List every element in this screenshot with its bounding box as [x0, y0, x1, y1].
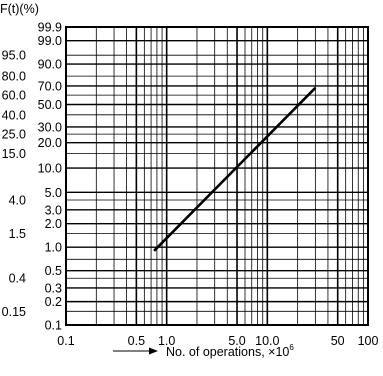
y-tick-label: 0.1: [45, 319, 62, 333]
x-tick-label: 10.0: [255, 334, 279, 348]
y-tick-label: 50.0: [38, 98, 62, 112]
y-tick-label-alt: 60.0: [2, 89, 26, 103]
tick-labels: 0.1 0.5 1.0 5.0 10.0 50 100 99.999.0 90.0 70.0 50.…: [2, 21, 379, 349]
y-tick-label: 2.0: [45, 217, 62, 231]
y-tick-label-alt: 80.0: [2, 70, 26, 84]
x-axis-label-exponent: 6: [289, 343, 294, 352]
x-tick-label: 50: [331, 334, 345, 348]
y-tick-label-alt: 0.4: [9, 272, 26, 286]
y-tick-label-alt: 1.5: [9, 227, 26, 241]
y-tick-label: 20.0: [38, 136, 62, 150]
y-tick-label: 1.0: [45, 241, 62, 255]
y-tick-label: 5.0: [45, 186, 62, 200]
y-tick-label: 99.9: [38, 21, 62, 35]
y-tick-label: 90.0: [38, 58, 62, 72]
y-tick-label-alt: 95.0: [2, 49, 26, 63]
y-tick-label: 3.0: [45, 203, 62, 217]
y-tick-label-alt: 25.0: [2, 128, 26, 142]
y-tick-label: 0.3: [45, 281, 62, 295]
y-tick-label: 99.0: [38, 34, 62, 48]
x-axis-label-text: No. of operations, ×10: [166, 345, 289, 359]
y-tick-label: 30.0: [38, 120, 62, 134]
y-tick-label: 0.2: [45, 295, 62, 309]
y-tick-label-alt: 0.15: [2, 305, 26, 319]
y-tick-label: 70.0: [38, 79, 62, 93]
x-tick-label: 0.1: [57, 334, 74, 348]
y-tick-label-alt: 40.0: [2, 108, 26, 122]
y-tick-label-alt: 15.0: [2, 147, 26, 161]
y-tick-label: 10.0: [38, 162, 62, 176]
x-tick-label: 1.0: [158, 334, 175, 348]
plot-frame: [65, 26, 369, 326]
x-tick-label: 100: [358, 334, 379, 348]
series-layer: [153, 86, 317, 252]
x-axis-label: No. of operations, ×106: [166, 343, 294, 359]
grid-lines: [66, 27, 368, 325]
series-line: [153, 86, 317, 252]
y-tick-label-alt: 4.0: [9, 193, 26, 207]
x-axis-arrowhead: [149, 347, 158, 355]
x-tick-label: 5.0: [228, 334, 245, 348]
y-tick-label: 0.5: [45, 264, 62, 278]
y-axis-label: F(t)(%): [0, 2, 39, 16]
x-tick-label: 0.5: [128, 334, 145, 348]
